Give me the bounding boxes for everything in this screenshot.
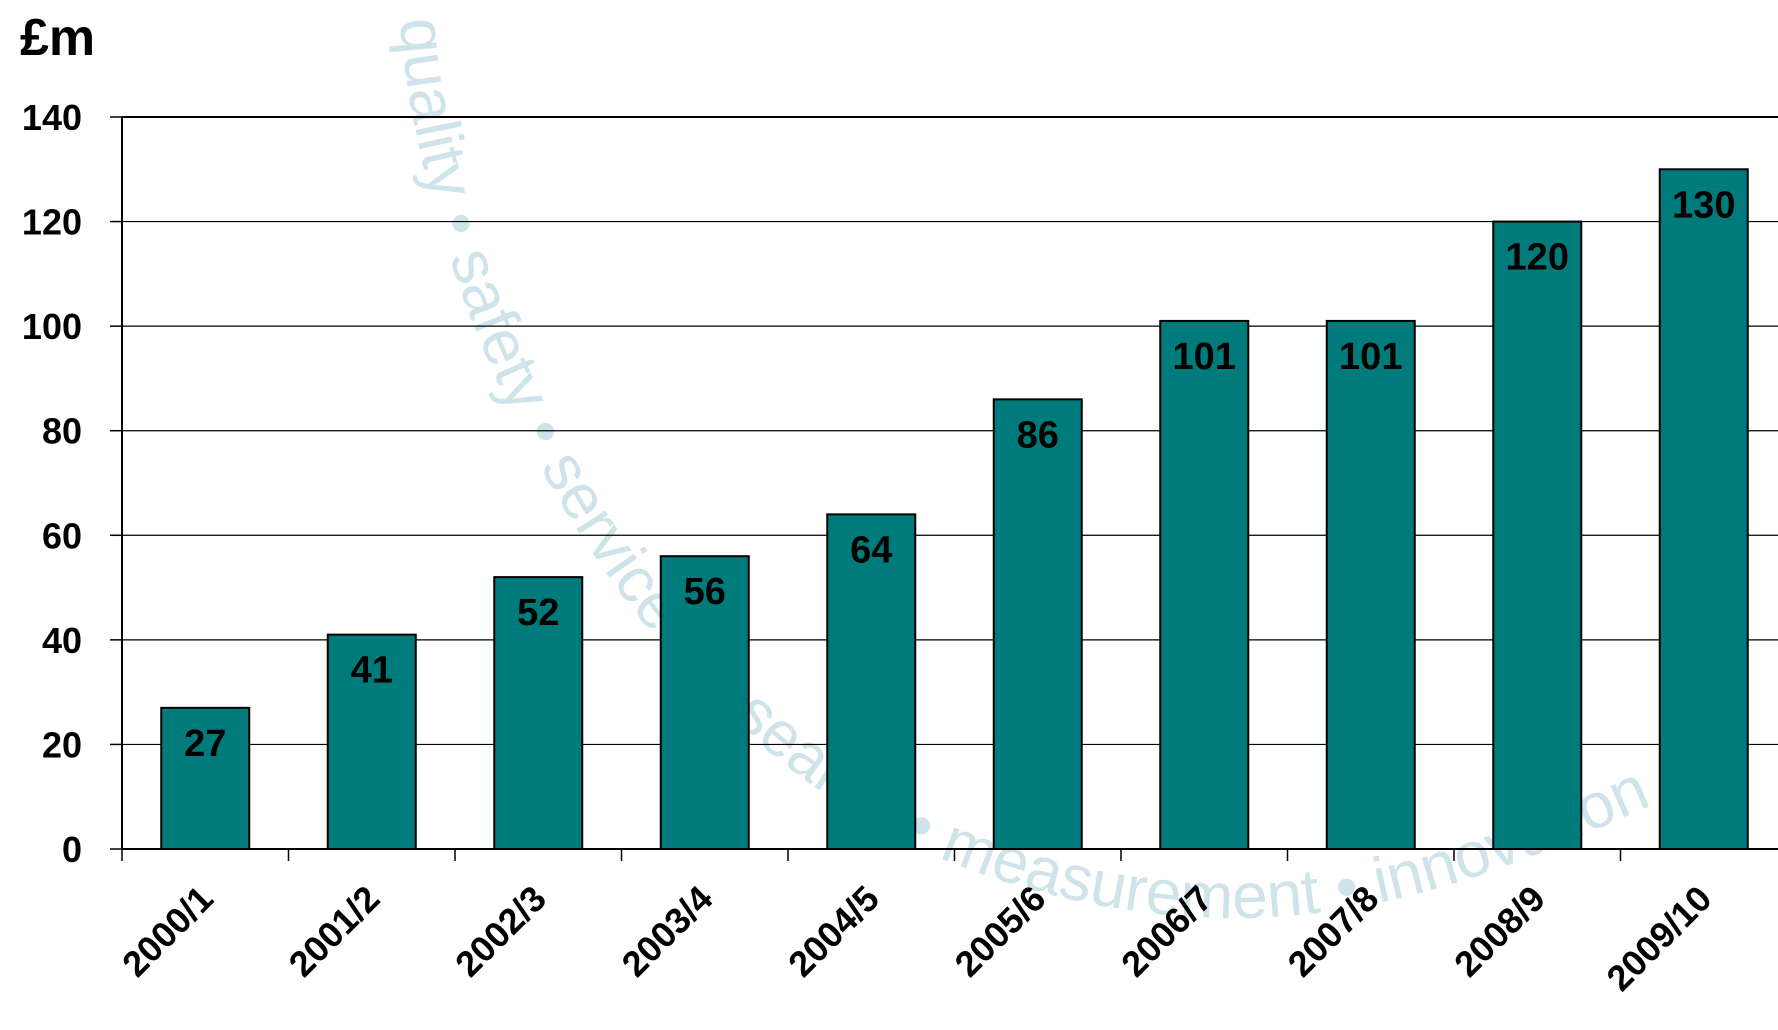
y-tick-label: 20 [42, 724, 82, 765]
data-label: 41 [351, 650, 393, 692]
data-label: 101 [1339, 336, 1402, 378]
bar [326, 633, 417, 851]
x-tick-label: 2002/3 [447, 878, 554, 985]
data-label: 120 [1506, 237, 1569, 279]
y-tick-label: 60 [42, 515, 82, 556]
bar [160, 706, 251, 850]
x-tick-label: 2000/1 [114, 878, 221, 985]
data-label: 130 [1672, 184, 1735, 226]
data-labels: 27 41 52 56 64 86 101 101 120 130 [184, 184, 1735, 765]
y-tick-label: 40 [42, 620, 82, 661]
data-label: 56 [684, 571, 726, 613]
bar [826, 513, 917, 850]
y-tick-label: 0 [62, 829, 82, 870]
data-label: 86 [1017, 414, 1059, 456]
x-tick-label: 2009/10 [1598, 878, 1719, 999]
bars [160, 168, 1749, 851]
y-tick-label: 100 [22, 306, 82, 347]
x-tick-label: 2004/5 [780, 878, 887, 985]
axes [121, 116, 1778, 850]
data-label: 52 [517, 592, 559, 634]
data-label: 64 [850, 529, 892, 571]
bar [1159, 319, 1250, 850]
bar [659, 555, 750, 850]
y-tick-label: 80 [42, 411, 82, 452]
data-label: 27 [184, 723, 226, 765]
x-tick-label: 2001/2 [281, 878, 388, 985]
bar [1492, 220, 1583, 851]
bar [493, 576, 584, 850]
y-tick-label: 120 [22, 202, 82, 243]
y-tick-label: 140 [22, 97, 82, 138]
bar [992, 398, 1083, 850]
bar [1325, 319, 1416, 850]
data-label: 101 [1173, 336, 1236, 378]
y-unit-label: £m [20, 9, 95, 67]
bar [1658, 168, 1749, 851]
y-axis-ticks: 0 20 40 60 80 100 120 140 [22, 97, 122, 870]
x-tick-label: 2003/4 [614, 878, 721, 985]
